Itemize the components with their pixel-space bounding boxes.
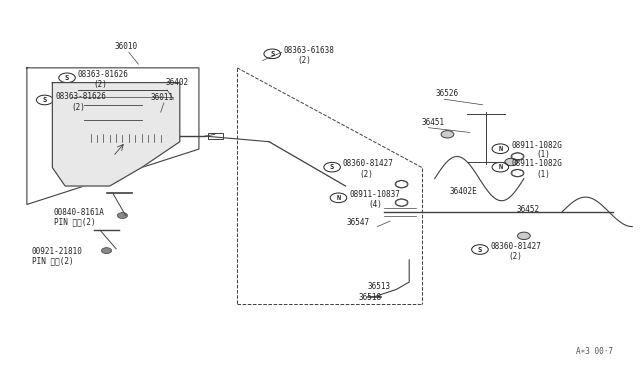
- Text: (2): (2): [72, 103, 85, 112]
- Text: 36402E: 36402E: [450, 187, 477, 196]
- Text: 08363-81626: 08363-81626: [56, 92, 106, 101]
- Text: PIN ピン(2): PIN ピン(2): [32, 257, 74, 266]
- Text: (1): (1): [537, 150, 550, 160]
- Text: S: S: [478, 247, 482, 253]
- Text: 36547: 36547: [347, 218, 370, 227]
- Circle shape: [117, 212, 127, 218]
- Text: 36452: 36452: [516, 205, 540, 214]
- Polygon shape: [52, 83, 180, 186]
- Text: 36402: 36402: [166, 78, 189, 87]
- Text: (2): (2): [297, 56, 311, 65]
- Text: 36518: 36518: [358, 293, 381, 302]
- Text: A∗3 00·7: A∗3 00·7: [576, 347, 613, 356]
- Text: N: N: [498, 164, 502, 170]
- Text: S: S: [65, 75, 69, 81]
- Text: 08911-10837: 08911-10837: [349, 190, 400, 199]
- Text: 08360-81427: 08360-81427: [343, 159, 394, 168]
- Text: 08363-61638: 08363-61638: [283, 46, 334, 55]
- Text: S: S: [270, 51, 275, 57]
- Circle shape: [441, 131, 454, 138]
- Text: 00840-8161A: 00840-8161A: [54, 208, 104, 217]
- Text: S: S: [330, 164, 334, 170]
- Circle shape: [101, 248, 111, 254]
- Text: 36010: 36010: [115, 42, 138, 51]
- Text: N: N: [498, 146, 502, 152]
- Text: 36526: 36526: [436, 89, 459, 98]
- Circle shape: [518, 232, 531, 240]
- Text: 08363-81626: 08363-81626: [78, 70, 129, 79]
- Text: (2): (2): [509, 251, 522, 260]
- Text: 36513: 36513: [368, 282, 391, 291]
- Text: S: S: [43, 97, 47, 103]
- Text: 36451: 36451: [422, 118, 445, 127]
- Text: (2): (2): [360, 170, 373, 179]
- Text: (1): (1): [537, 170, 550, 179]
- Text: (4): (4): [369, 200, 382, 209]
- Circle shape: [116, 142, 122, 145]
- Circle shape: [505, 158, 518, 166]
- Text: (2): (2): [94, 80, 108, 89]
- Text: 00921-21810: 00921-21810: [32, 247, 83, 256]
- Text: 08911-1082G: 08911-1082G: [511, 141, 562, 150]
- Text: PIN ピン(2): PIN ピン(2): [54, 218, 95, 227]
- Text: 08360-81427: 08360-81427: [491, 241, 541, 251]
- Text: 36011: 36011: [150, 93, 173, 102]
- Text: 08911-1082G: 08911-1082G: [511, 159, 562, 168]
- Text: N: N: [337, 195, 340, 201]
